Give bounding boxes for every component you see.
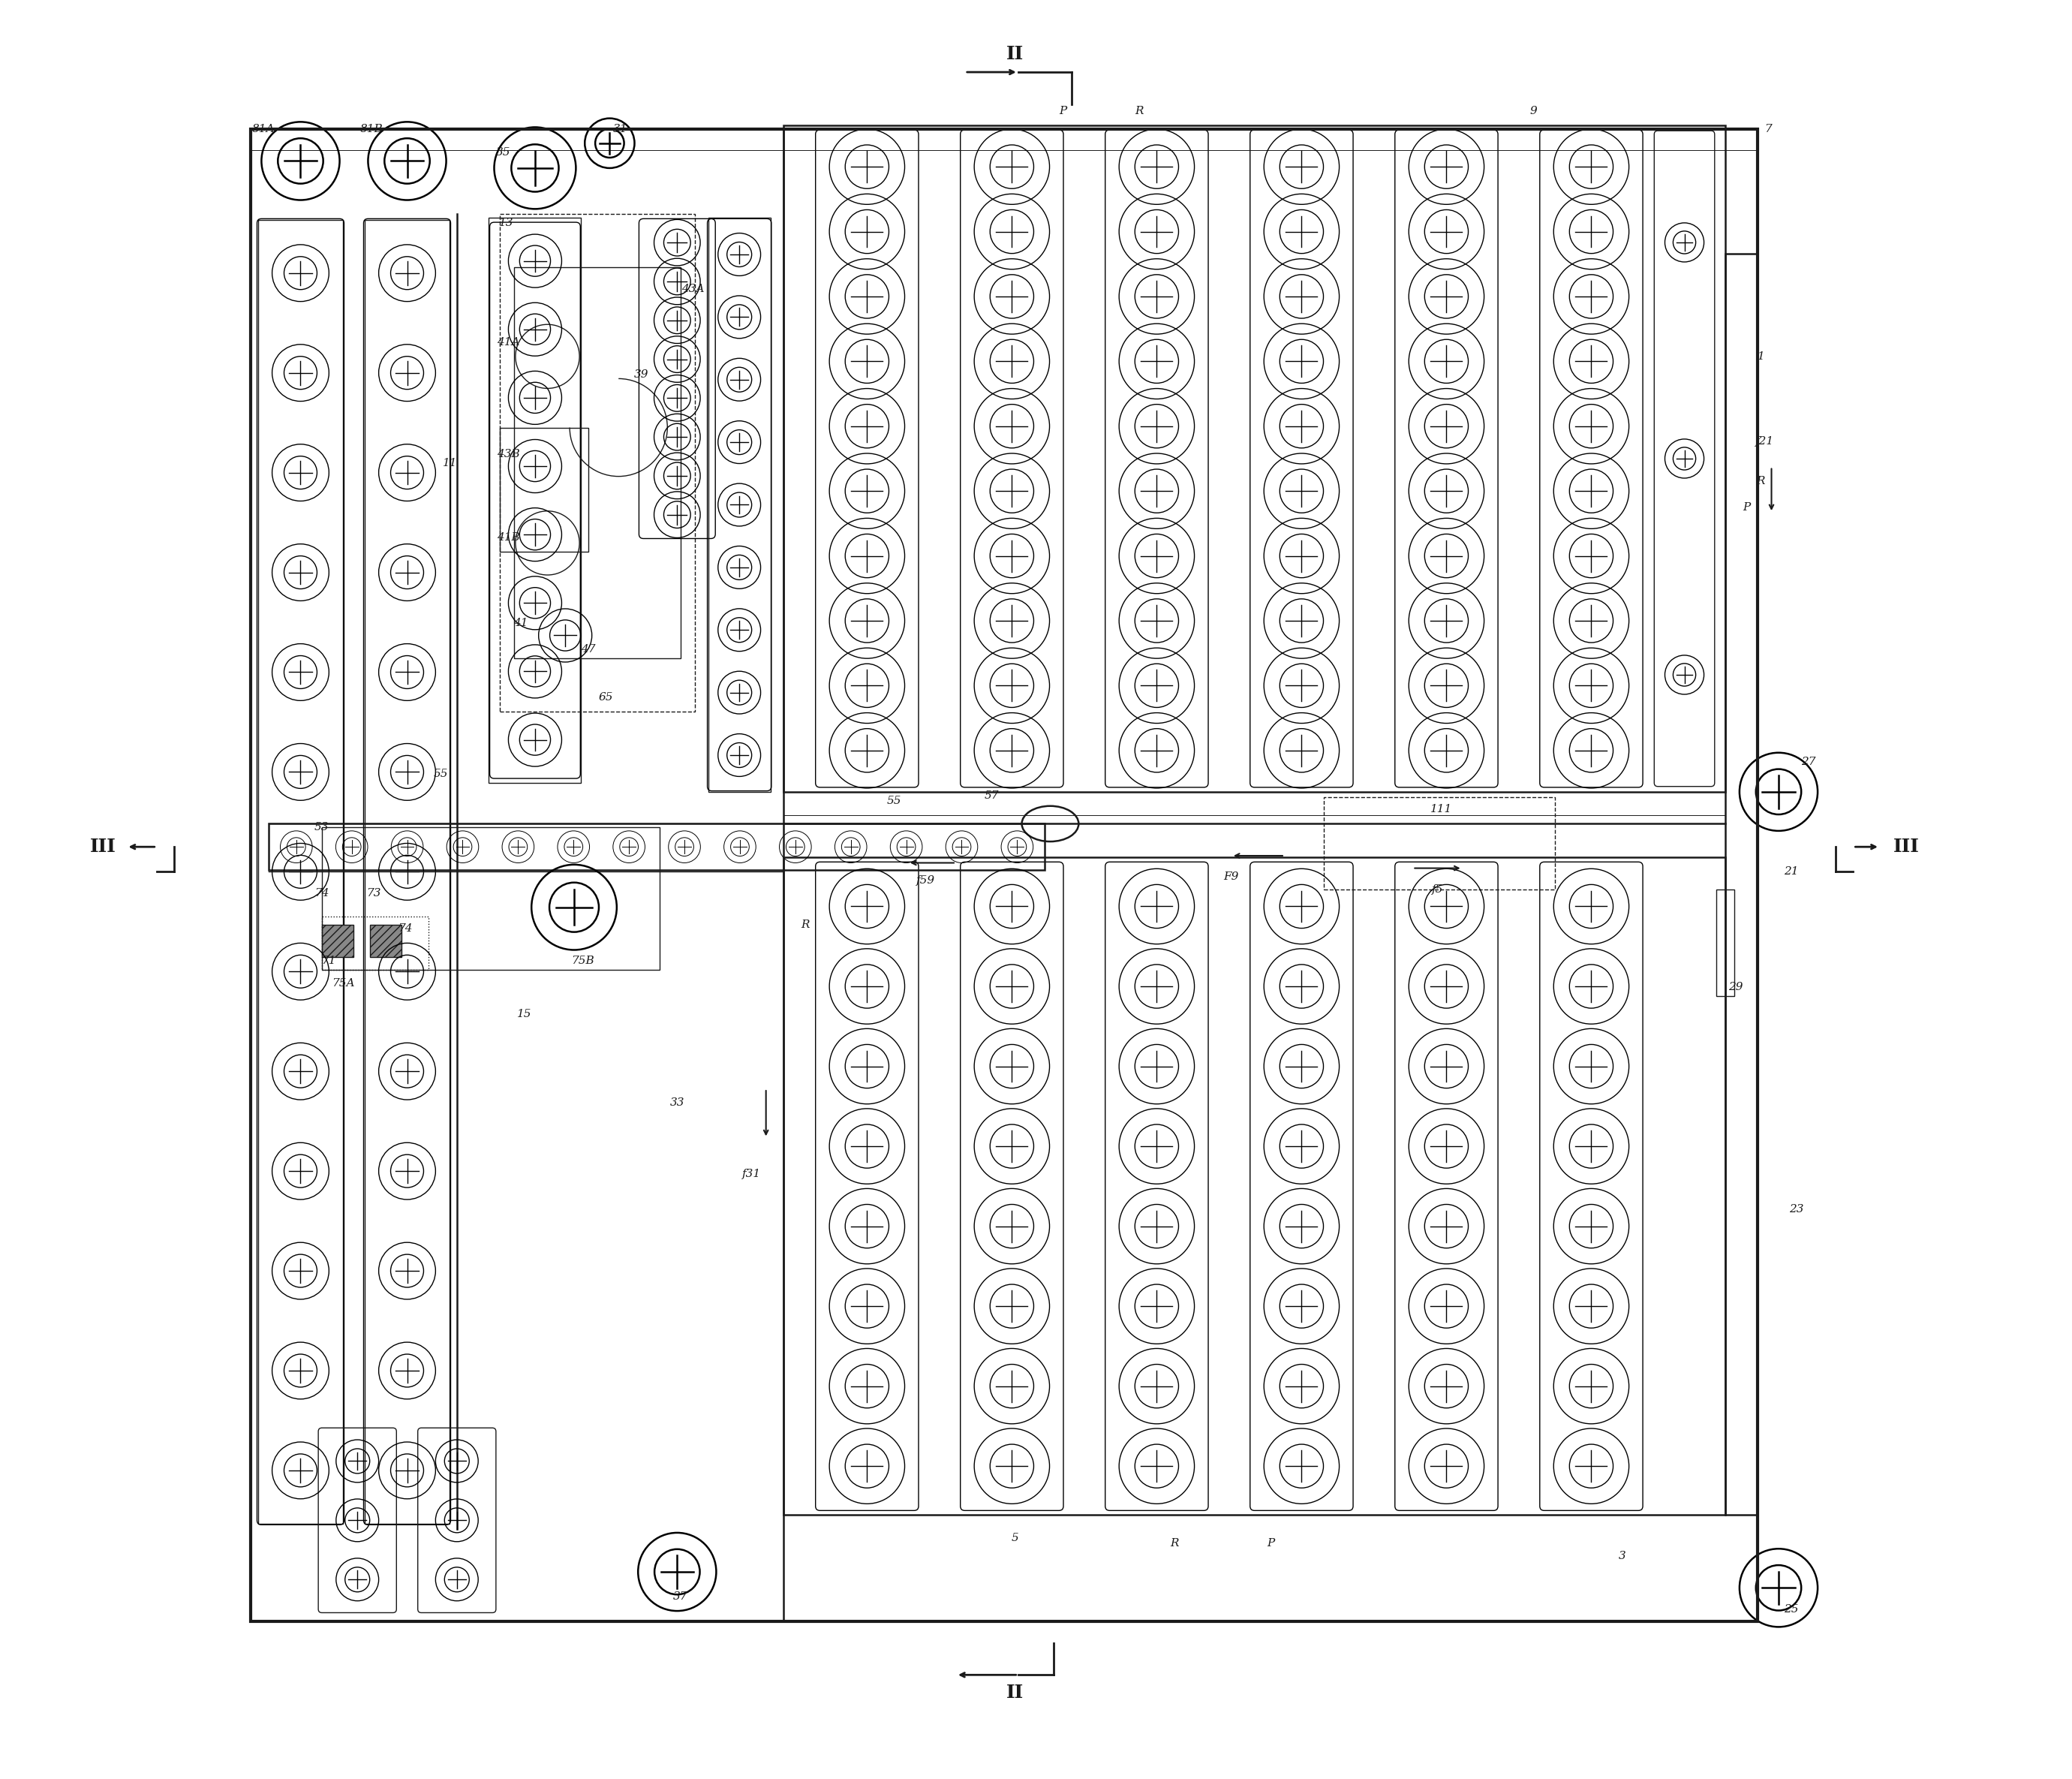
Text: f5: f5: [1432, 884, 1444, 895]
Text: 53: 53: [315, 822, 329, 833]
Text: R: R: [1171, 1539, 1179, 1550]
Text: 75B: 75B: [572, 955, 595, 966]
Text: 47: 47: [580, 644, 595, 655]
Text: 9: 9: [1529, 107, 1537, 116]
Text: R: R: [1135, 107, 1144, 116]
Text: III: III: [91, 838, 116, 856]
Text: 74: 74: [315, 888, 329, 898]
Text: 75A: 75A: [332, 978, 354, 989]
Text: 43A: 43A: [682, 283, 704, 294]
Text: 11: 11: [443, 457, 458, 468]
Text: 71: 71: [321, 955, 336, 966]
Bar: [783, 857, 1726, 1516]
Bar: [251, 130, 1757, 1622]
Text: P: P: [1266, 1539, 1274, 1550]
Bar: [365, 219, 450, 1525]
Text: II: II: [1007, 44, 1024, 64]
Text: f31: f31: [742, 1169, 760, 1179]
Bar: [321, 925, 354, 957]
Text: 29: 29: [1728, 982, 1743, 993]
Text: 3: 3: [1618, 1551, 1627, 1562]
Bar: [1726, 253, 1757, 1516]
Bar: [1324, 797, 1554, 890]
Text: 21: 21: [1784, 866, 1798, 877]
Text: 37: 37: [673, 1592, 688, 1601]
Text: 41: 41: [514, 617, 528, 628]
Text: f59: f59: [916, 875, 934, 886]
Text: R: R: [1757, 475, 1765, 486]
Text: P: P: [1059, 107, 1067, 116]
Text: 111: 111: [1430, 804, 1452, 815]
Bar: [783, 126, 1726, 792]
Bar: [709, 217, 771, 792]
Bar: [499, 213, 694, 712]
Bar: [321, 916, 429, 970]
Bar: [257, 219, 344, 1525]
Text: 23: 23: [1788, 1204, 1803, 1215]
Text: 57: 57: [984, 790, 999, 801]
Text: 81B: 81B: [361, 125, 383, 133]
Text: 74: 74: [398, 923, 412, 934]
Text: 39: 39: [634, 368, 649, 379]
Bar: [369, 925, 402, 957]
Bar: [499, 427, 588, 551]
Text: 31: 31: [613, 125, 628, 133]
Text: 65: 65: [599, 692, 613, 703]
Text: 43B: 43B: [497, 448, 520, 459]
Bar: [269, 824, 1044, 870]
Text: 81A: 81A: [253, 125, 276, 133]
Text: 13: 13: [499, 217, 514, 228]
Text: 5: 5: [1011, 1533, 1017, 1544]
Text: 25: 25: [1784, 1605, 1798, 1614]
Text: 7: 7: [1763, 125, 1772, 133]
Text: 15: 15: [518, 1009, 533, 1019]
Text: 33: 33: [669, 1098, 684, 1108]
Bar: [1716, 890, 1734, 996]
Text: 55: 55: [887, 795, 901, 806]
Text: 41B: 41B: [497, 532, 520, 543]
Text: III: III: [1894, 838, 1919, 856]
Text: 1: 1: [1757, 350, 1765, 361]
Text: F9: F9: [1225, 872, 1239, 882]
Text: 73: 73: [367, 888, 381, 898]
Text: R: R: [800, 920, 810, 930]
Text: 41A: 41A: [497, 336, 520, 347]
Text: II: II: [1007, 1683, 1024, 1703]
Text: f21: f21: [1755, 436, 1774, 447]
Text: 35: 35: [495, 148, 510, 157]
Text: 27: 27: [1801, 756, 1815, 767]
Bar: [489, 217, 582, 783]
Text: P: P: [1743, 502, 1751, 512]
Text: 55: 55: [433, 769, 448, 779]
Bar: [321, 827, 659, 970]
Bar: [514, 267, 682, 658]
